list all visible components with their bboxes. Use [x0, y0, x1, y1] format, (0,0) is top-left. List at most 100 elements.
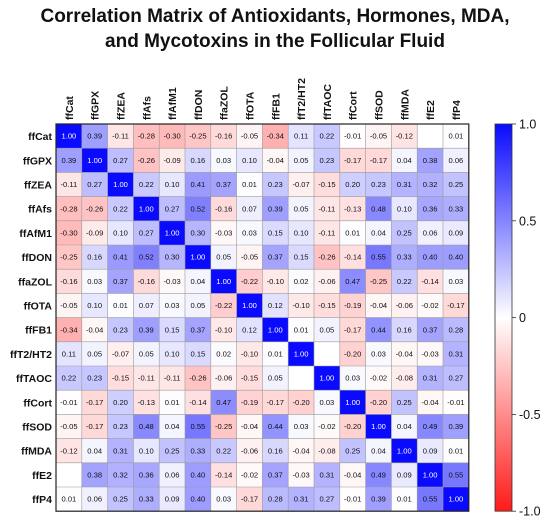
- heatmap-cell: [107, 293, 134, 318]
- heatmap-cell: [288, 341, 314, 366]
- cell-value-label: -0.05: [60, 301, 77, 310]
- heatmap-cell: [236, 462, 263, 487]
- cell-value-label: 1.00: [320, 374, 335, 383]
- cell-value-label: -0.28: [60, 204, 77, 213]
- heatmap-cell: [314, 148, 340, 173]
- heatmap-cell: [236, 366, 263, 391]
- cell-value-label: 0.31: [397, 180, 412, 189]
- cell-value-label: 0.38: [87, 471, 102, 480]
- cell-value-label: 0.49: [371, 471, 386, 480]
- heatmap-cell: [417, 124, 443, 149]
- heatmap-cell: [262, 317, 289, 342]
- heatmap-cell: [314, 390, 340, 415]
- cell-value-label: -0.25: [60, 253, 77, 262]
- cell-value-label: 0.55: [191, 422, 206, 431]
- heatmap-cell: [288, 487, 314, 512]
- cell-value-label: -0.02: [421, 301, 438, 310]
- row-label: ffT2/HT2: [10, 349, 52, 361]
- cell-value-label: -0.04: [241, 422, 258, 431]
- cell-value-label: 0.47: [216, 398, 231, 407]
- heatmap-cell: [185, 269, 211, 294]
- heatmap-cell: [81, 414, 108, 439]
- heatmap-cell: [288, 220, 314, 245]
- cell-value-label: 0.03: [242, 229, 257, 238]
- cell-value-label: 0.05: [139, 350, 154, 359]
- cell-value-label: -0.04: [421, 398, 438, 407]
- heatmap-cell: [236, 269, 263, 294]
- cell-value-label: -0.20: [344, 422, 361, 431]
- cell-value-label: 0.27: [113, 156, 128, 165]
- cell-value-label: 1.00: [165, 229, 180, 238]
- chart-title: Correlation Matrix of Antioxidants, Horm…: [0, 4, 550, 54]
- cell-value-label: -0.20: [344, 350, 361, 359]
- cell-value-label: 0.06: [165, 471, 180, 480]
- heatmap-cell: [81, 196, 108, 221]
- cell-value-label: 0.23: [113, 325, 128, 334]
- cell-value-label: -0.01: [344, 495, 361, 504]
- heatmap-cell: [391, 414, 418, 439]
- heatmap-cell: [107, 366, 134, 391]
- cell-value-label: -0.09: [163, 156, 180, 165]
- cell-value-label: 0.36: [423, 204, 438, 213]
- cell-value-label: -0.14: [215, 471, 232, 480]
- cell-value-label: 0.02: [216, 350, 231, 359]
- heatmap-cell: [185, 390, 211, 415]
- cell-value-label: -0.16: [215, 132, 232, 141]
- cell-value-label: -0.02: [318, 422, 335, 431]
- cell-value-label: 0.06: [423, 229, 438, 238]
- heatmap-cell: [391, 390, 418, 415]
- heatmap-cell: [210, 390, 237, 415]
- cell-value-label: 1.00: [294, 350, 309, 359]
- cell-value-label: -0.10: [267, 277, 284, 286]
- heatmap-cell: [159, 317, 185, 342]
- column-label: ffCat: [64, 96, 76, 120]
- cell-value-label: 0.01: [294, 325, 309, 334]
- cell-value-label: 0.37: [423, 325, 438, 334]
- heatmap-cell: [56, 414, 82, 439]
- colorbar-tick-label: 0.5: [519, 214, 536, 228]
- cell-value-label: 0.01: [449, 446, 464, 455]
- heatmap-cell: [185, 172, 211, 197]
- cell-value-label: -0.11: [319, 229, 336, 238]
- cell-value-label: 0.23: [371, 180, 386, 189]
- cell-value-label: 0.23: [113, 422, 128, 431]
- cell-value-label: -0.26: [189, 374, 206, 383]
- heatmap-cell: [417, 245, 443, 270]
- heatmap-cell: [159, 487, 185, 512]
- heatmap-cell: [314, 293, 340, 318]
- heatmap-cell: [107, 462, 134, 487]
- heatmap-cell: [365, 438, 392, 463]
- cell-value-label: 0.23: [320, 156, 335, 165]
- heatmap-cell: [185, 317, 211, 342]
- cell-value-label: -0.06: [396, 301, 413, 310]
- heatmap-cell: [56, 317, 82, 342]
- heatmap-cell: [391, 269, 418, 294]
- cell-value-label: -0.34: [60, 325, 77, 334]
- cell-value-label: -0.05: [370, 132, 387, 141]
- cell-value-label: 0.40: [449, 253, 464, 262]
- heatmap-cell: [133, 390, 160, 415]
- column-label: ffAfs: [141, 96, 153, 120]
- heatmap-cell: [159, 172, 185, 197]
- heatmap-cell: [443, 172, 469, 197]
- cell-value-label: -0.10: [292, 301, 309, 310]
- heatmap-cell: [314, 196, 340, 221]
- cell-value-label: 0.33: [191, 446, 206, 455]
- cell-value-label: 0.11: [62, 350, 76, 359]
- heatmap-cell: [56, 293, 82, 318]
- cell-value-label: -0.02: [370, 374, 387, 383]
- cell-value-label: 0.25: [113, 495, 128, 504]
- heatmap-cell: [443, 438, 469, 463]
- heatmap-cell: [159, 414, 185, 439]
- cell-value-label: 0.01: [268, 350, 283, 359]
- heatmap-cell: [107, 390, 134, 415]
- heatmap-cell: [81, 245, 108, 270]
- heatmap-cell: [314, 220, 340, 245]
- heatmap-cell: [236, 341, 263, 366]
- heatmap-cell: [107, 487, 134, 512]
- cell-value-label: 0.10: [165, 180, 180, 189]
- cell-value-label: 0.01: [113, 301, 128, 310]
- heatmap-cell: [443, 124, 469, 149]
- heatmap-cell: [159, 196, 185, 221]
